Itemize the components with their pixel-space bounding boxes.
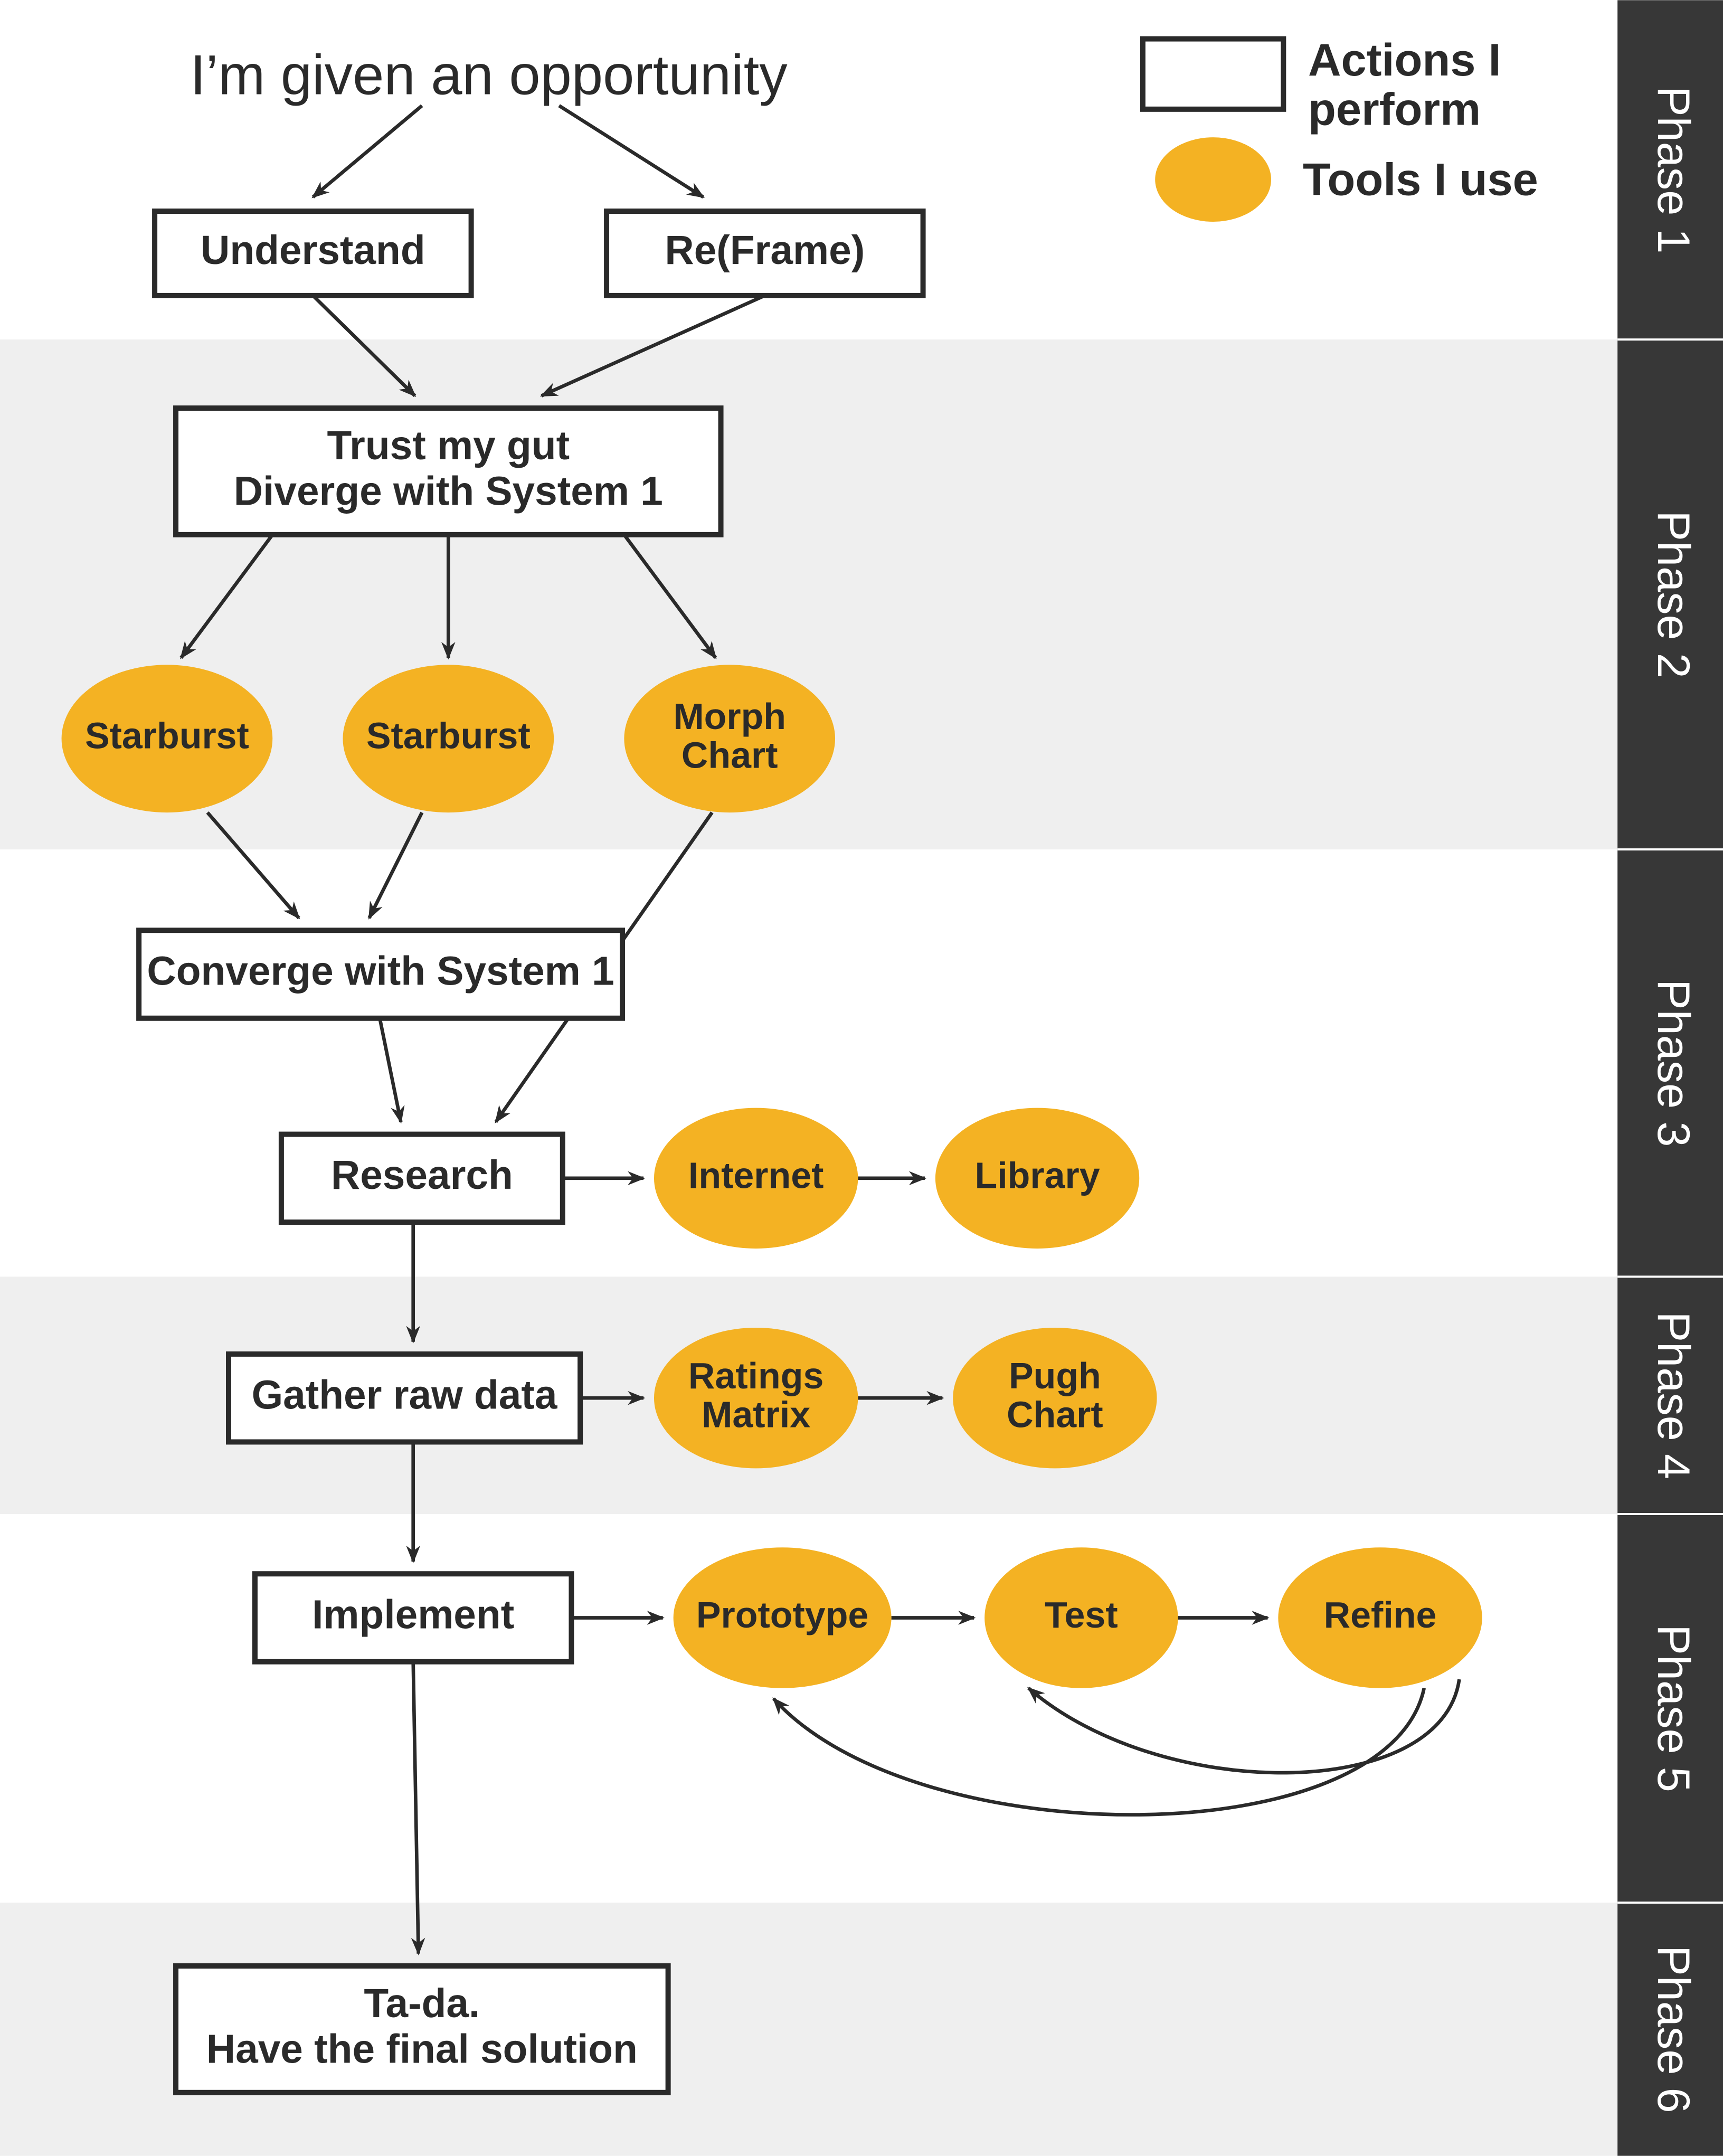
node-label: Test — [1045, 1594, 1118, 1635]
phase-label-p1: Phase 1 — [1648, 86, 1699, 254]
node-ratings: RatingsMatrix — [654, 1328, 858, 1468]
node-label: Implement — [312, 1593, 514, 1638]
node-label: Converge with System 1 — [147, 949, 614, 994]
node-label: Matrix — [702, 1394, 810, 1435]
node-tada: Ta-da.Have the final solution — [176, 1966, 668, 2093]
node-label: Re(Frame) — [665, 228, 865, 273]
node-label: Chart — [681, 734, 778, 776]
node-implement: Implement — [255, 1574, 572, 1662]
node-label: Trust my gut — [327, 423, 570, 468]
phase-label-p6: Phase 6 — [1648, 1945, 1699, 2113]
node-reframe: Re(Frame) — [607, 211, 923, 296]
node-label: Starburst — [366, 715, 531, 757]
node-label: Have the final solution — [206, 2027, 638, 2072]
node-gather: Gather raw data — [229, 1354, 580, 1442]
node-sb2: Starburst — [343, 665, 554, 812]
node-pugh: PughChart — [953, 1328, 1157, 1468]
node-internet: Internet — [654, 1108, 858, 1249]
node-label: Understand — [201, 228, 425, 273]
node-understand: Understand — [155, 211, 471, 296]
node-test: Test — [984, 1547, 1178, 1688]
node-label: Starburst — [85, 715, 249, 757]
legend-actions-label: perform — [1308, 84, 1481, 135]
diagram-title: I’m given an opportunity — [190, 43, 788, 106]
node-label: Internet — [688, 1155, 823, 1196]
node-label: Refine — [1324, 1594, 1437, 1635]
legend-actions-label: Actions I — [1308, 35, 1501, 86]
node-label: Morph — [673, 696, 786, 737]
node-prototype: Prototype — [674, 1547, 892, 1688]
phase-label-p4: Phase 4 — [1648, 1311, 1699, 1479]
node-label: Library — [975, 1155, 1100, 1196]
node-converge: Converge with System 1 — [139, 930, 622, 1018]
node-library: Library — [935, 1108, 1139, 1249]
node-morph: MorphChart — [624, 665, 835, 812]
node-label: Gather raw data — [252, 1373, 558, 1417]
node-sb1: Starburst — [62, 665, 273, 812]
node-label: Ta-da. — [364, 1981, 480, 2026]
node-label: Research — [331, 1153, 513, 1198]
node-label: Chart — [1007, 1394, 1103, 1435]
node-label: Prototype — [696, 1594, 868, 1635]
phase-label-p3: Phase 3 — [1648, 979, 1699, 1147]
node-refine: Refine — [1278, 1547, 1482, 1688]
node-label: Ratings — [688, 1355, 823, 1396]
node-research: Research — [281, 1134, 563, 1223]
phase-label-p5: Phase 5 — [1648, 1624, 1699, 1792]
legend-tools-label: Tools I use — [1303, 155, 1538, 205]
phase-label-p2: Phase 2 — [1648, 510, 1699, 678]
node-label: Pugh — [1009, 1355, 1101, 1396]
node-label: Diverge with System 1 — [234, 469, 663, 514]
node-trust: Trust my gutDiverge with System 1 — [176, 408, 721, 535]
flowchart-diagram: Understand Re(Frame) Trust my gutDiverge w… — [0, 0, 1723, 2156]
